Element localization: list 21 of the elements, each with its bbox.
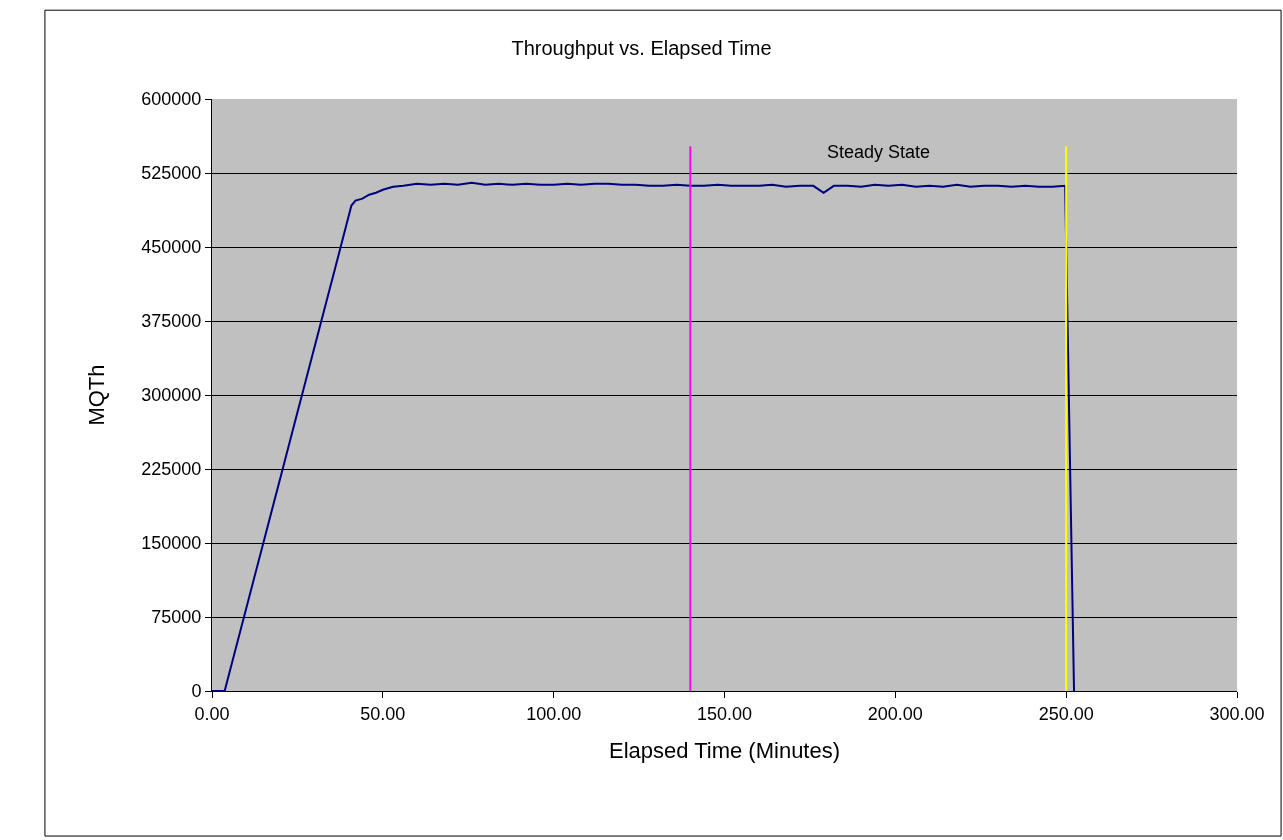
y-axis-title: MQTh (84, 364, 110, 426)
x-tick-label: 50.00 (360, 703, 406, 724)
x-tick-label: 150.00 (696, 703, 753, 724)
y-tick-label: 150000 (141, 533, 202, 554)
chart-title: Throughput vs. Elapsed Time (511, 36, 772, 59)
x-tick-label: 250.00 (1038, 703, 1094, 724)
x-tick-label: 200.00 (867, 703, 923, 724)
x-tick-label: 300.00 (1209, 703, 1265, 724)
y-tick-label: 300000 (141, 385, 202, 406)
x-axis-title: Elapsed Time (Minutes) (608, 738, 841, 764)
x-tick-label: 100.00 (526, 703, 582, 724)
y-tick-label: 75000 (151, 607, 202, 628)
y-tick-label: 375000 (141, 311, 202, 332)
y-tick-label: 0 (191, 681, 202, 702)
y-tick-label: 225000 (141, 459, 202, 480)
y-tick-label: 525000 (141, 163, 202, 184)
x-tick-label: 0.00 (194, 703, 230, 724)
annotation: Steady State (827, 142, 931, 162)
y-tick-label: 450000 (141, 237, 202, 258)
y-tick-label: 600000 (141, 89, 202, 110)
line-series (212, 181, 1076, 691)
